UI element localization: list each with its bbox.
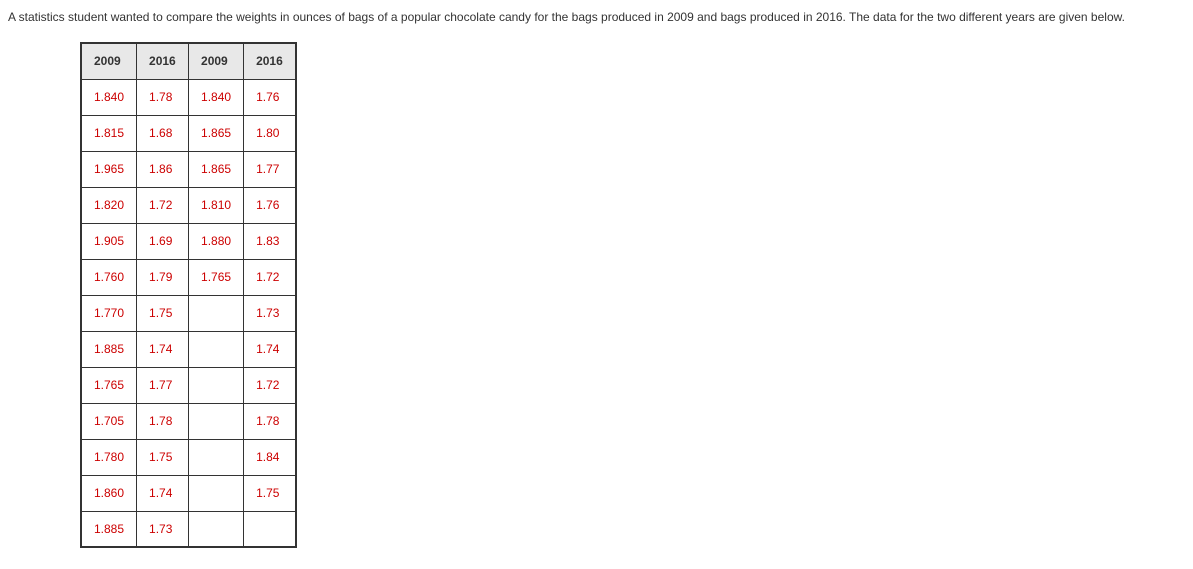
table-row: 1.9051.691.8801.83 — [81, 223, 296, 259]
table-cell: 1.885 — [81, 331, 137, 367]
col-header: 2016 — [137, 43, 189, 79]
header-row: 2009 2016 2009 2016 — [81, 43, 296, 79]
table-row: 1.8151.681.8651.80 — [81, 115, 296, 151]
table-cell: 1.78 — [137, 403, 189, 439]
col-header: 2016 — [244, 43, 296, 79]
table-cell: 1.860 — [81, 475, 137, 511]
table-row: 1.8851.74 1.74 — [81, 331, 296, 367]
table-cell — [189, 367, 244, 403]
table-row: 1.7701.75 1.73 — [81, 295, 296, 331]
table-cell: 1.820 — [81, 187, 137, 223]
table-cell: 1.815 — [81, 115, 137, 151]
table-row: 1.7651.77 1.72 — [81, 367, 296, 403]
table-cell: 1.760 — [81, 259, 137, 295]
table-row: 1.7051.78 1.78 — [81, 403, 296, 439]
table-cell: 1.73 — [244, 295, 296, 331]
table-cell: 1.75 — [244, 475, 296, 511]
table-cell — [189, 331, 244, 367]
table-cell: 1.810 — [189, 187, 244, 223]
table-row: 1.7601.791.7651.72 — [81, 259, 296, 295]
table-cell: 1.72 — [244, 259, 296, 295]
table-cell: 1.84 — [244, 439, 296, 475]
table-body: 1.8401.781.8401.761.8151.681.8651.801.96… — [81, 79, 296, 547]
table-cell: 1.770 — [81, 295, 137, 331]
table-cell: 1.840 — [81, 79, 137, 115]
table-row: 1.9651.861.8651.77 — [81, 151, 296, 187]
table-cell: 1.965 — [81, 151, 137, 187]
table-cell — [189, 439, 244, 475]
table-cell: 1.780 — [81, 439, 137, 475]
table-cell: 1.865 — [189, 151, 244, 187]
table-cell: 1.705 — [81, 403, 137, 439]
col-header: 2009 — [81, 43, 137, 79]
table-cell — [244, 511, 296, 547]
table-cell: 1.78 — [137, 79, 189, 115]
table-cell: 1.840 — [189, 79, 244, 115]
table-cell: 1.77 — [137, 367, 189, 403]
table-row: 1.8401.781.8401.76 — [81, 79, 296, 115]
table-cell: 1.80 — [244, 115, 296, 151]
table-cell: 1.75 — [137, 295, 189, 331]
table-cell: 1.77 — [244, 151, 296, 187]
table-cell: 1.75 — [137, 439, 189, 475]
table-cell: 1.72 — [137, 187, 189, 223]
table-cell: 1.905 — [81, 223, 137, 259]
table-cell — [189, 403, 244, 439]
table-cell: 1.72 — [244, 367, 296, 403]
table-cell: 1.74 — [137, 331, 189, 367]
table-cell: 1.880 — [189, 223, 244, 259]
table-cell: 1.74 — [137, 475, 189, 511]
table-row: 1.8601.74 1.75 — [81, 475, 296, 511]
intro-text: A statistics student wanted to compare t… — [8, 8, 1185, 26]
data-table: 2009 2016 2009 2016 1.8401.781.8401.761.… — [80, 42, 297, 548]
table-cell: 1.76 — [244, 79, 296, 115]
table-cell: 1.74 — [244, 331, 296, 367]
table-row: 1.7801.75 1.84 — [81, 439, 296, 475]
table-cell: 1.865 — [189, 115, 244, 151]
table-cell — [189, 511, 244, 547]
table-cell: 1.765 — [81, 367, 137, 403]
table-cell — [189, 295, 244, 331]
table-cell: 1.885 — [81, 511, 137, 547]
table-cell: 1.765 — [189, 259, 244, 295]
table-row: 1.8851.73 — [81, 511, 296, 547]
table-cell: 1.78 — [244, 403, 296, 439]
table-cell: 1.83 — [244, 223, 296, 259]
table-cell — [189, 475, 244, 511]
table-cell: 1.76 — [244, 187, 296, 223]
data-table-container: 2009 2016 2009 2016 1.8401.781.8401.761.… — [80, 42, 1185, 548]
col-header: 2009 — [189, 43, 244, 79]
table-cell: 1.68 — [137, 115, 189, 151]
table-row: 1.8201.721.8101.76 — [81, 187, 296, 223]
table-cell: 1.69 — [137, 223, 189, 259]
table-cell: 1.86 — [137, 151, 189, 187]
table-cell: 1.73 — [137, 511, 189, 547]
table-cell: 1.79 — [137, 259, 189, 295]
